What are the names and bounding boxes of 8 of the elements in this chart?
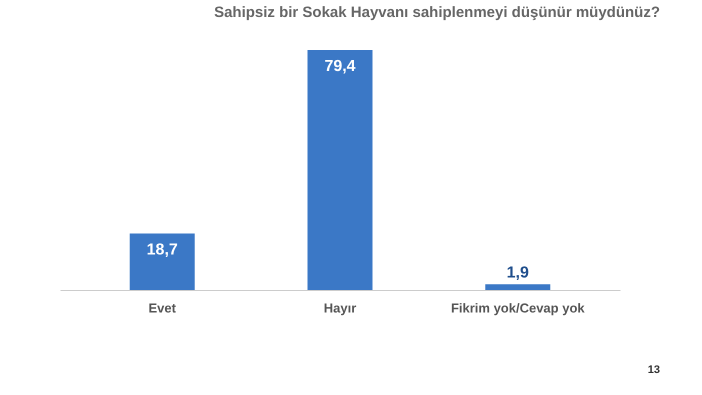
x-tick-label: Hayır — [324, 300, 356, 316]
data-label: 18,7 — [146, 241, 178, 258]
data-label: 1,9 — [506, 264, 529, 282]
chart-title: Sahipsiz bir Sokak Hayvanı sahiplenmeyi düşünür müydünüz? — [214, 4, 660, 21]
x-tick-label: Evet — [148, 300, 177, 316]
data-label: 79,4 — [324, 58, 356, 75]
x-tick-label: Fikrim yok/Cevap yok — [450, 300, 586, 316]
text: 13 — [648, 364, 660, 376]
